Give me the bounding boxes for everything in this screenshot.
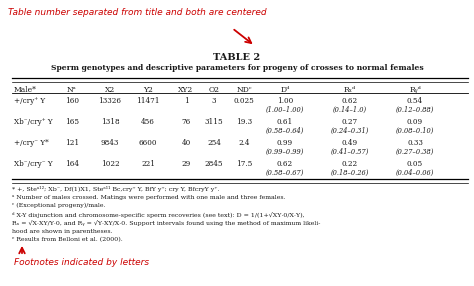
Text: Xb⁻/cry⁺ Y: Xb⁻/cry⁺ Y xyxy=(14,118,53,126)
Text: 0.61: 0.61 xyxy=(277,118,293,126)
Text: Dᵈ: Dᵈ xyxy=(281,86,290,94)
Text: 29: 29 xyxy=(182,160,191,168)
Text: 3: 3 xyxy=(212,97,216,105)
Text: XY2: XY2 xyxy=(178,86,193,94)
Text: (0.27–0.38): (0.27–0.38) xyxy=(396,148,434,156)
Text: 13326: 13326 xyxy=(99,97,121,105)
Text: ᵉ Results from Belloni et al. (2000).: ᵉ Results from Belloni et al. (2000). xyxy=(12,237,123,242)
Text: hood are shown in parentheses.: hood are shown in parentheses. xyxy=(12,229,113,233)
Text: 9843: 9843 xyxy=(101,139,119,147)
Text: Xb⁻/cry⁻ Y: Xb⁻/cry⁻ Y xyxy=(14,160,53,168)
Text: 221: 221 xyxy=(141,160,155,168)
Text: Male*: Male* xyxy=(14,86,37,94)
Text: O2: O2 xyxy=(209,86,219,94)
Text: Rₓᵈ: Rₓᵈ xyxy=(344,86,356,94)
Text: (0.24–0.31): (0.24–0.31) xyxy=(331,127,369,135)
Text: 0.49: 0.49 xyxy=(342,139,358,147)
Text: Rₓ = √X·XY/Y·0, and Rᵧ = √Y·XY/X·0. Support intervals found using the method of : Rₓ = √X·XY/Y·0, and Rᵧ = √Y·XY/X·0. Supp… xyxy=(12,220,320,226)
Text: Footnotes indicated by letters: Footnotes indicated by letters xyxy=(14,258,149,267)
Text: (0.12–0.88): (0.12–0.88) xyxy=(396,106,434,114)
Text: (0.14–1.0): (0.14–1.0) xyxy=(333,106,367,114)
Text: 1: 1 xyxy=(183,97,188,105)
Text: 456: 456 xyxy=(141,118,155,126)
Text: 40: 40 xyxy=(182,139,191,147)
Text: (0.99–0.99): (0.99–0.99) xyxy=(266,148,304,156)
Text: (0.04–0.06): (0.04–0.06) xyxy=(396,169,434,177)
Text: 254: 254 xyxy=(207,139,221,147)
Text: 1.00: 1.00 xyxy=(277,97,293,105)
Text: 0.54: 0.54 xyxy=(407,97,423,105)
Text: 0.99: 0.99 xyxy=(277,139,293,147)
Text: 121: 121 xyxy=(65,139,79,147)
Text: Table number separated from title and both are centered: Table number separated from title and bo… xyxy=(8,8,266,17)
Text: 11471: 11471 xyxy=(136,97,160,105)
Text: 76: 76 xyxy=(182,118,191,126)
Text: 165: 165 xyxy=(65,118,79,126)
Text: (0.41–0.57): (0.41–0.57) xyxy=(331,148,369,156)
Text: (0.58–0.67): (0.58–0.67) xyxy=(266,169,304,177)
Text: 0.62: 0.62 xyxy=(277,160,293,168)
Text: ᵃ Number of males crossed. Matings were performed with one male and three female: ᵃ Number of males crossed. Matings were … xyxy=(12,194,286,200)
Text: (1.00–1.00): (1.00–1.00) xyxy=(266,106,304,114)
Text: ᵈ X-Y disjunction and chromosome-specific sperm recoveries (see text): D = 1/(1+: ᵈ X-Y disjunction and chromosome-specifi… xyxy=(12,212,305,217)
Text: Y2: Y2 xyxy=(143,86,153,94)
Text: 0.09: 0.09 xyxy=(407,118,423,126)
Text: Nᵃ: Nᵃ xyxy=(67,86,77,94)
Text: 2.4: 2.4 xyxy=(238,139,250,147)
Text: 6600: 6600 xyxy=(139,139,157,147)
Text: +/cry⁻ Y*: +/cry⁻ Y* xyxy=(14,139,49,147)
Text: Rᵧᵈ: Rᵧᵈ xyxy=(409,86,421,94)
Text: 160: 160 xyxy=(65,97,79,105)
Text: 164: 164 xyxy=(65,160,79,168)
Text: 2845: 2845 xyxy=(205,160,223,168)
Text: 0.27: 0.27 xyxy=(342,118,358,126)
Text: Sperm genotypes and descriptive parameters for progeny of crosses to normal fema: Sperm genotypes and descriptive paramete… xyxy=(51,64,423,72)
Text: X2: X2 xyxy=(105,86,115,94)
Text: 19.3: 19.3 xyxy=(236,118,252,126)
Text: NDᶜ: NDᶜ xyxy=(236,86,252,94)
Text: +/cry⁺ Y: +/cry⁺ Y xyxy=(14,97,45,105)
Text: ᶜ (Exceptional progeny)/male.: ᶜ (Exceptional progeny)/male. xyxy=(12,203,106,208)
Text: 1318: 1318 xyxy=(100,118,119,126)
Text: (0.58–0.64): (0.58–0.64) xyxy=(266,127,304,135)
Text: 3115: 3115 xyxy=(205,118,223,126)
Text: 0.05: 0.05 xyxy=(407,160,423,168)
Text: (0.08–0.10): (0.08–0.10) xyxy=(396,127,434,135)
Text: 1022: 1022 xyxy=(100,160,119,168)
Text: 0.62: 0.62 xyxy=(342,97,358,105)
Text: 17.5: 17.5 xyxy=(236,160,252,168)
Text: 0.33: 0.33 xyxy=(407,139,423,147)
Text: 0.025: 0.025 xyxy=(234,97,255,105)
Text: (0.18–0.26): (0.18–0.26) xyxy=(331,169,369,177)
Text: * +, Steᵃ¹²; Xb⁻, Df(1)X1, Steᵃ¹¹ Bc,cry⁺ Y, BfY y⁺; cry Y, BfcryY y⁺.: * +, Steᵃ¹²; Xb⁻, Df(1)X1, Steᵃ¹¹ Bc,cry… xyxy=(12,186,219,192)
Text: TABLE 2: TABLE 2 xyxy=(213,53,261,62)
Text: 0.22: 0.22 xyxy=(342,160,358,168)
